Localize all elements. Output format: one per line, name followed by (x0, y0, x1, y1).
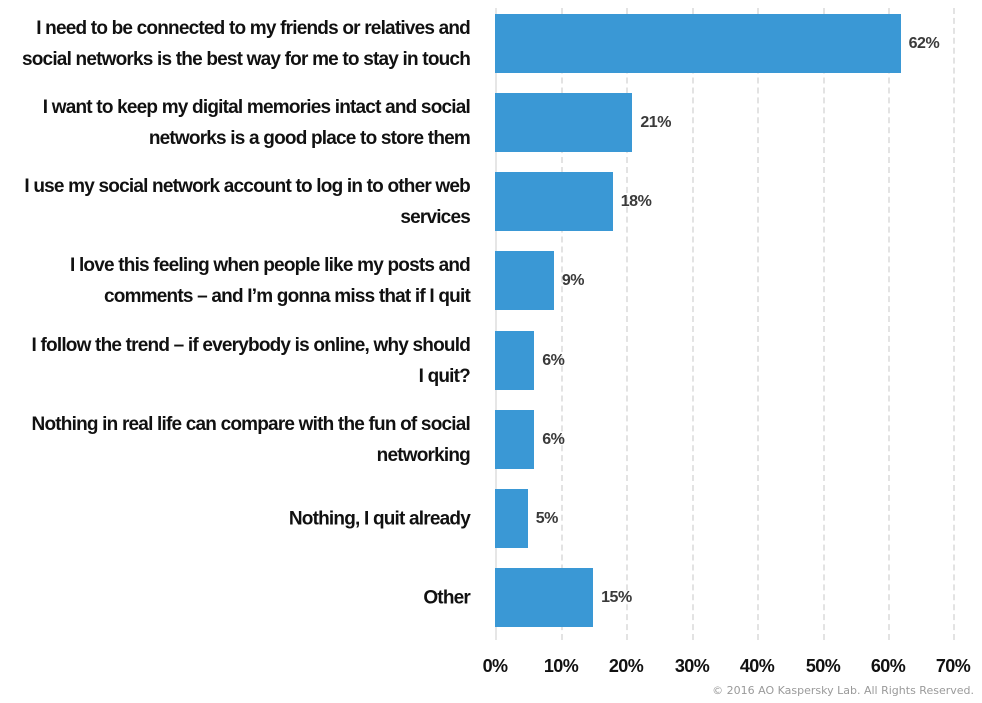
bar-row: I follow the trend – if everybody is onl… (0, 331, 982, 390)
x-tick: 70% (935, 656, 971, 676)
label-line: I follow the trend – if everybody is onl… (31, 334, 471, 356)
bar (495, 172, 613, 231)
bar-row: I love this feeling when people like my … (0, 251, 982, 310)
category-label: I need to be connected to my friends or … (0, 13, 471, 75)
label-line: I use my social network account to log i… (24, 175, 470, 197)
grid-line-60 (888, 8, 890, 640)
value-label: 15% (601, 588, 632, 606)
bar-row: Other 15% (0, 568, 982, 627)
bar (495, 93, 633, 152)
bar (495, 489, 528, 548)
category-label: I follow the trend – if everybody is onl… (0, 330, 471, 392)
label-line: Nothing, I quit already (288, 508, 471, 529)
bar-row: I use my social network account to log i… (0, 172, 982, 231)
label-line: comments – and I’m gonna miss that if I … (104, 285, 471, 307)
x-tick: 10% (543, 656, 579, 676)
grid-line-20 (626, 8, 628, 640)
bar (495, 14, 901, 73)
label-line: social networks is the best way for me t… (21, 48, 471, 70)
label-line: networking (376, 444, 471, 466)
x-tick: 60% (870, 656, 906, 676)
x-tick: 50% (805, 656, 841, 676)
value-label: 18% (620, 192, 652, 210)
label-line: I need to be connected to my friends or … (36, 17, 471, 39)
category-label: Nothing in real life can compare with th… (0, 409, 471, 471)
value-label: 6% (542, 430, 565, 448)
label-line: services (400, 206, 470, 228)
grid-line-30 (692, 8, 694, 640)
bar-row: Nothing, I quit already 5% (0, 489, 982, 548)
bar-row: I need to be connected to my friends or … (0, 14, 982, 73)
grid-line-50 (823, 8, 825, 640)
label-line: I want to keep my digital memories intac… (42, 96, 471, 118)
value-label: 21% (640, 113, 671, 131)
x-tick: 30% (674, 656, 710, 676)
value-label: 5% (535, 509, 559, 527)
category-label: Nothing, I quit already (0, 503, 471, 534)
bar (495, 410, 535, 469)
label-line: Nothing in real life can compare with th… (31, 413, 471, 435)
bar-row: I want to keep my digital memories intac… (0, 93, 982, 152)
bar (495, 331, 535, 390)
bar (495, 251, 554, 310)
x-tick: 40% (739, 656, 775, 676)
value-label: 9% (561, 271, 585, 289)
x-tick: 0% (482, 656, 508, 676)
label-line: I love this feeling when people like my … (69, 254, 471, 276)
grid-line-40 (757, 8, 759, 640)
copyright-notice: © 2016 AO Kaspersky Lab. All Rights Rese… (712, 684, 974, 697)
label-line: I quit? (418, 365, 471, 387)
label-line: networks is a good place to store them (148, 127, 471, 149)
bar (495, 568, 594, 627)
bar-row: Nothing in real life can compare with th… (0, 410, 982, 469)
x-tick: 20% (608, 656, 644, 676)
category-label: I use my social network account to log i… (0, 171, 470, 233)
label-line: Other (423, 587, 470, 608)
grid-line-10 (561, 8, 563, 640)
category-label: I love this feeling when people like my … (0, 250, 471, 312)
value-label: 6% (542, 351, 565, 369)
grid-line-70 (953, 8, 955, 640)
category-label: I want to keep my digital memories intac… (0, 92, 471, 154)
value-label: 62% (908, 34, 940, 52)
category-label: Other (0, 582, 470, 613)
grid-line-0 (495, 8, 497, 640)
